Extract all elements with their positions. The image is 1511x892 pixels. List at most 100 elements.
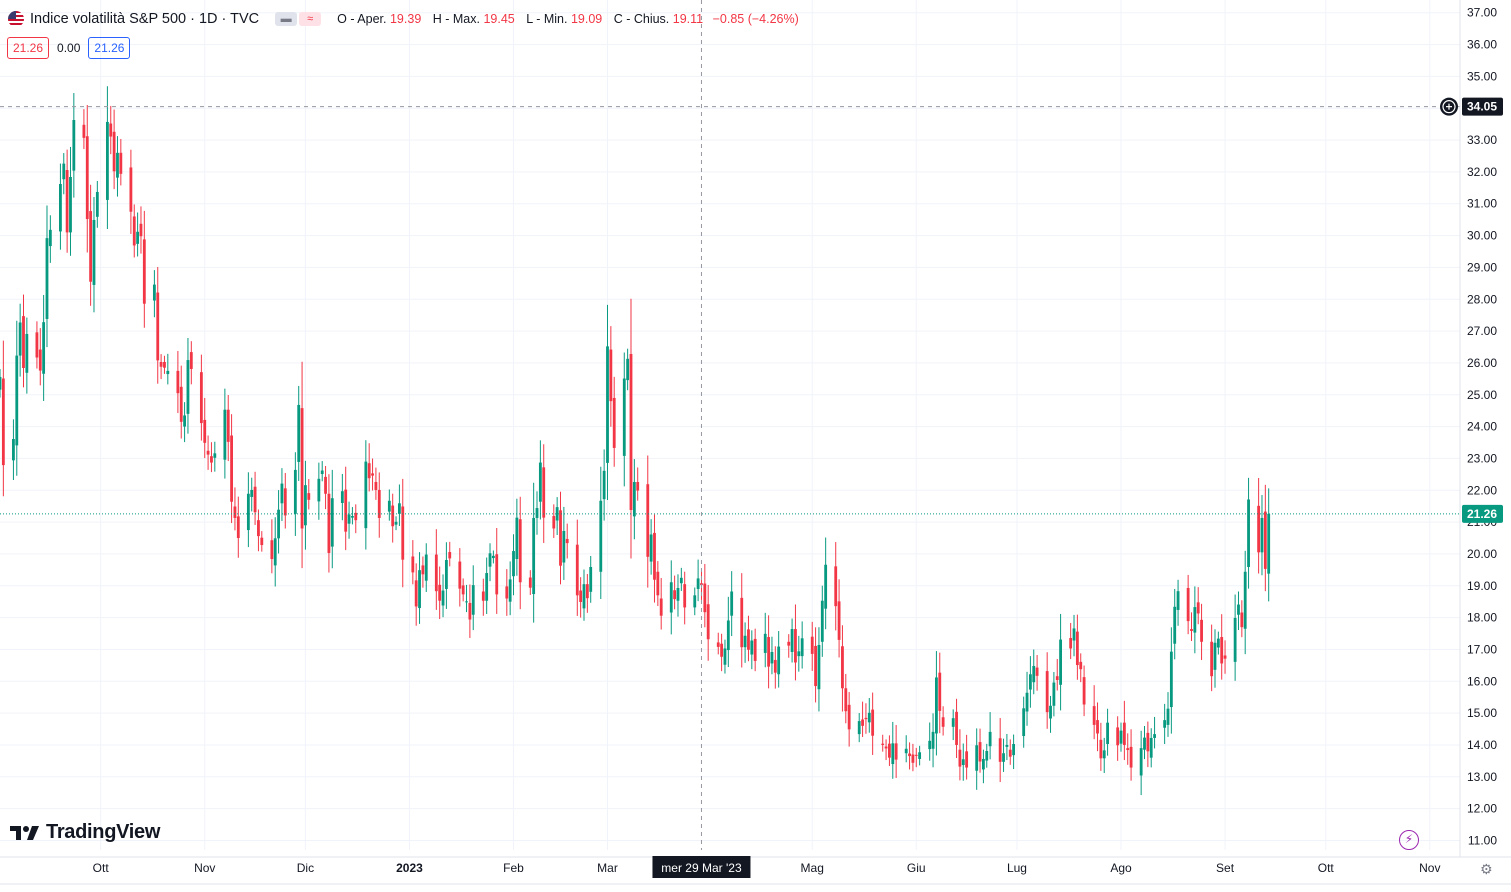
candle-body [1146,732,1150,752]
candle [911,743,915,772]
candle-body [911,754,915,763]
candle [894,724,898,778]
candle [914,747,918,768]
candle [364,440,368,550]
candle [495,527,499,614]
candle [59,163,62,250]
candle [22,294,25,388]
candle-body [257,520,260,537]
candle [837,579,841,658]
last-price-box[interactable]: 21.26 [7,37,50,59]
candle-body [931,731,935,749]
candle [488,543,492,582]
candle [1257,478,1261,574]
candle [1247,477,1250,589]
candle-body [344,489,348,532]
candle [706,584,710,661]
candle [559,491,562,585]
time-axis[interactable]: Ott Nov Dic 2023 Feb Mar Mag Giu Lug Ago Set Ott Nov… [0,856,1511,885]
candle-body [25,333,29,373]
candle [585,573,589,613]
price-tick-label: 13.00 [1467,770,1497,784]
symbol-title[interactable]: Indice volatilità S&P 500 · 1D · TVC [30,11,260,27]
candle [1002,738,1005,772]
candle-body [1099,739,1103,759]
tradingview-wordmark: TradingView [46,821,161,843]
last-price-box-2[interactable]: 21.26 [88,37,131,59]
candle-body [998,738,1002,762]
candle [35,321,39,369]
candle-body [203,419,207,443]
candle [800,621,804,669]
legend-toggles: ▬ ≈ [275,12,323,26]
candles [0,86,1271,796]
candle [820,585,824,657]
candle-body [894,743,898,760]
candle [38,328,42,386]
candle-body [1012,743,1016,756]
grid-lines [0,0,1460,850]
candle-body [65,170,69,233]
candle-body [1257,505,1261,553]
time-tick-label: Feb [503,861,524,875]
candle [676,574,680,617]
candle-body [283,488,287,516]
candle [810,621,814,671]
candle-body [1005,744,1009,747]
candle [1139,730,1143,796]
candle [518,496,522,610]
ohlc-values: O - Aper. 19.39 H - Max. 19.45 L - Min. … [337,12,799,26]
candle-body [508,579,512,602]
candle [767,615,771,689]
candle [1012,734,1016,770]
candle [1055,658,1059,691]
candle-body [1096,720,1099,734]
candle [562,506,566,580]
candle [602,449,606,521]
candle [1220,614,1224,680]
candle-body [15,355,19,446]
candle-body [626,358,630,381]
candle-body [183,415,187,427]
candle [250,477,254,512]
candle-body [579,590,583,603]
candle [841,625,844,712]
candle-body [189,352,193,369]
candle [1186,574,1190,635]
candle-body [1072,628,1076,641]
candle [532,482,536,623]
candle-body [814,645,817,687]
price-axis[interactable]: 11.00 12.00 13.00 14.00 15.00 16.00 17.00 18.00… [1459,0,1503,857]
lightning-icon[interactable]: ⚡ [1399,830,1419,850]
settings-gear-icon[interactable]: ⚙ [1480,861,1493,877]
compare-icon[interactable]: ≈ [299,12,322,26]
candle [683,571,687,625]
candle-body [293,469,297,514]
candle [367,443,371,492]
candle-body [304,485,307,526]
candle-body [676,587,680,601]
candle [48,215,52,263]
tradingview-logo[interactable]: TradingView [10,821,160,844]
candle-body [488,553,492,567]
candle [1213,629,1217,688]
close-label: C - Chius. [613,12,670,26]
candle-body [42,322,46,374]
candle [1216,631,1220,655]
hide-icon[interactable]: ▬ [275,12,298,26]
candle-body [163,361,166,368]
candle [1153,716,1156,749]
candle [656,561,660,606]
candle [1072,614,1076,657]
candle-body [1163,720,1167,728]
candle [119,138,123,186]
candle [25,317,29,394]
price-tick-label: 22.00 [1467,483,1497,497]
price-tick-label: 12.00 [1467,802,1497,816]
open-value: 19.39 [389,12,422,26]
candle [69,146,72,256]
candle [763,612,767,668]
candle-body [649,534,653,562]
candle-body [270,540,274,560]
